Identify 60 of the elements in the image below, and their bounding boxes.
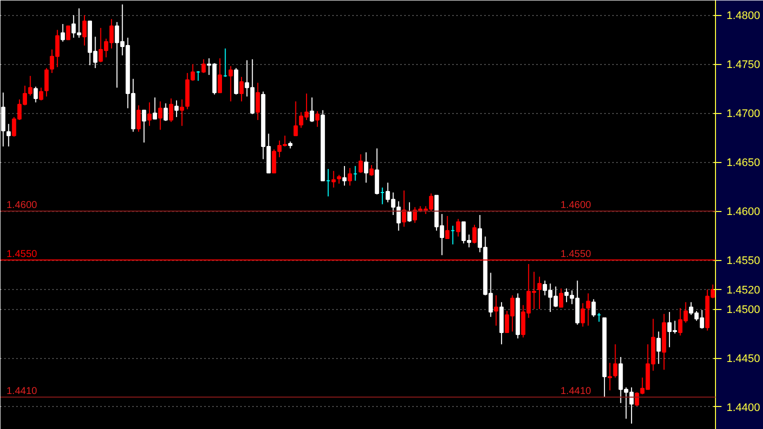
- ref-line-label: 1.4550: [6, 249, 38, 260]
- candlestick: [348, 167, 352, 186]
- candlestick: [256, 82, 260, 120]
- candlestick: [158, 100, 162, 130]
- candlestick: [407, 202, 412, 222]
- candlestick: [142, 110, 146, 144]
- y-tick-label: 1.4750: [726, 59, 760, 72]
- candlestick: [6, 123, 11, 147]
- candlestick: [60, 24, 65, 42]
- candlestick: [472, 224, 477, 244]
- candlestick: [294, 100, 298, 136]
- y-tick-label: 1.4500: [726, 304, 760, 316]
- candlestick: [1, 92, 6, 147]
- candlestick: [580, 302, 585, 328]
- candlestick: [369, 164, 374, 176]
- y-tick-label: 1.4550: [726, 255, 760, 268]
- y-tick-label: 1.4600: [726, 206, 760, 218]
- candlestick: [592, 298, 596, 318]
- y-tick-label: 1.4700: [726, 108, 760, 120]
- candlestick: [234, 68, 238, 96]
- y-tick-label: 1.4520: [726, 284, 760, 296]
- ref-line-label: 1.4600: [6, 200, 38, 212]
- candlestick: [364, 152, 368, 184]
- candlestick: [169, 98, 174, 122]
- candlestick: [164, 102, 168, 122]
- candlestick: [66, 25, 70, 40]
- annotation: 1.4410: [560, 386, 592, 398]
- candlestick: [315, 110, 320, 128]
- candlestick: [147, 102, 152, 126]
- candlestick: [608, 362, 612, 391]
- candlestick: [374, 148, 380, 195]
- candlestick: [228, 66, 233, 102]
- candlestick: [456, 218, 460, 238]
- annotation: 1.4600: [560, 200, 592, 212]
- candlestick: [39, 87, 44, 101]
- candlestick: [358, 154, 363, 174]
- candlestick: [174, 100, 179, 118]
- candlestick: [202, 58, 206, 74]
- candlestick: [152, 96, 157, 120]
- candlestick: [44, 68, 49, 97]
- y-tick-label: 1.4800: [726, 10, 760, 22]
- ref-line-label: 1.4410: [6, 386, 38, 398]
- candlestick: [559, 288, 564, 308]
- candlestick: [494, 294, 498, 326]
- candlestick: [310, 96, 314, 122]
- candlestick: [34, 86, 38, 103]
- candlestick: [445, 215, 450, 240]
- y-tick-label: 1.4650: [726, 157, 760, 170]
- candlestick: [656, 331, 661, 364]
- y-tick-label: 1.4450: [726, 353, 760, 365]
- annotation: 1.4550: [560, 249, 592, 260]
- candlestick: [613, 344, 618, 378]
- candlestick: [239, 76, 244, 102]
- candlestick: [136, 104, 141, 132]
- candlestick: [82, 14, 87, 46]
- candlestick: [332, 170, 336, 188]
- candlestick: [537, 276, 542, 310]
- candlestick: [586, 292, 590, 326]
- candlestick: [218, 58, 222, 94]
- y-tick-label: 1.4400: [726, 402, 760, 414]
